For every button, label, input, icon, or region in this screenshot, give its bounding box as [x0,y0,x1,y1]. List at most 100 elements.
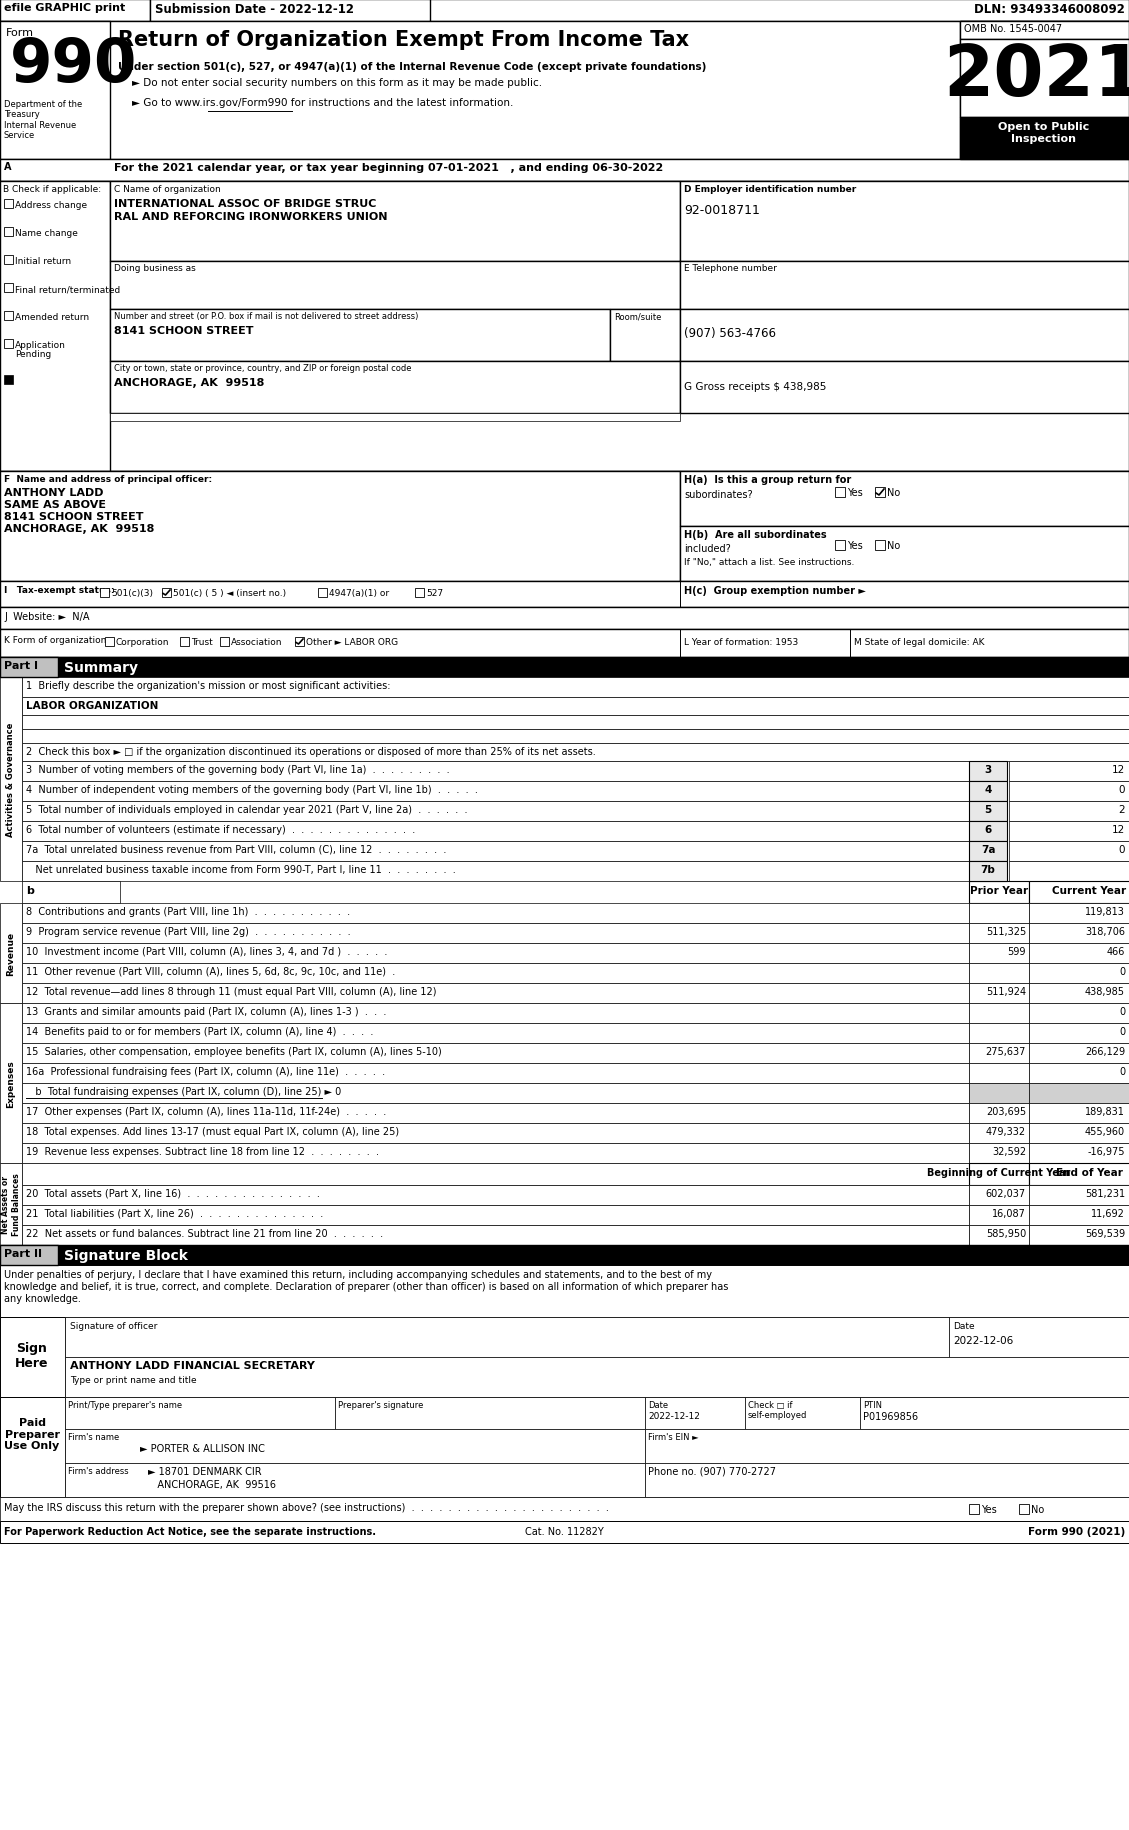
Bar [21,730,1129,743]
Text: H(c)  Group exemption number ►: H(c) Group exemption number ► [684,586,866,597]
Text: 20  Total assets (Part X, line 16)  .  .  .  .  .  .  .  .  .  .  .  .  .  .  .: 20 Total assets (Part X, line 16) . . . … [26,1188,320,1199]
Bar [969,1023,1029,1043]
Bar [1029,944,1129,963]
Text: 11,692: 11,692 [1091,1208,1124,1219]
Text: DLN: 93493346008092: DLN: 93493346008092 [974,4,1124,16]
Bar [65,1318,949,1358]
Bar [0,1265,1129,1318]
Bar [21,882,120,904]
Bar [0,472,680,582]
Bar [0,1246,1129,1265]
Bar [5,311,14,320]
Bar [835,540,844,551]
Text: If "No," attach a list. See instructions.: If "No," attach a list. See instructions… [684,558,855,567]
Bar [0,1246,58,1265]
Text: Activities & Governance: Activities & Governance [7,723,16,836]
Text: Check □ if: Check □ if [749,1400,793,1409]
Text: C Name of organization: C Name of organization [114,185,221,194]
Text: ► Go to www.irs.gov/Form990 for instructions and the latest information.: ► Go to www.irs.gov/Form990 for instruct… [132,99,514,108]
Text: Trust: Trust [191,637,212,646]
Bar [0,472,1129,582]
Bar [21,1083,969,1103]
Text: 4  Number of independent voting members of the governing body (Part VI, line 1b): 4 Number of independent voting members o… [26,785,478,794]
Bar [680,362,1129,414]
Text: 990: 990 [10,37,138,95]
Bar [745,1398,860,1429]
Text: ANCHORAGE, AK  99516: ANCHORAGE, AK 99516 [148,1479,275,1490]
Text: Phone no. (907) 770-2727: Phone no. (907) 770-2727 [648,1466,776,1477]
Bar [335,1398,645,1429]
Text: Paid
Preparer
Use Only: Paid Preparer Use Only [5,1416,60,1451]
Bar [110,414,680,421]
Text: ► Do not enter social security numbers on this form as it may be made public.: ► Do not enter social security numbers o… [132,79,542,88]
Bar [21,1023,969,1043]
Text: Signature Block: Signature Block [64,1248,187,1263]
Bar [969,822,1007,842]
Text: Department of the
Treasury
Internal Revenue
Service: Department of the Treasury Internal Reve… [5,101,82,141]
Bar [1029,963,1129,983]
Bar [1029,1083,1129,1103]
Text: Net Assets or
Fund Balances: Net Assets or Fund Balances [1,1173,20,1235]
Bar [0,1318,1129,1398]
Text: 14  Benefits paid to or for members (Part IX, column (A), line 4)  .  .  .  .: 14 Benefits paid to or for members (Part… [26,1027,374,1036]
Bar [680,472,1129,527]
Bar [1029,1103,1129,1124]
Bar [105,637,114,646]
Text: Application: Application [15,340,65,350]
Bar [21,924,969,944]
Bar [969,904,1029,924]
Text: Print/Type preparer's name: Print/Type preparer's name [68,1400,182,1409]
Text: J  Website: ►  N/A: J Website: ► N/A [5,611,89,622]
Text: PTIN: PTIN [863,1400,882,1409]
Text: Signature of officer: Signature of officer [70,1321,157,1330]
Text: 6: 6 [984,825,991,834]
Text: 0: 0 [1119,844,1124,855]
Bar [969,924,1029,944]
Bar [1029,1003,1129,1023]
Bar [21,1206,969,1226]
Text: 16,087: 16,087 [992,1208,1026,1219]
Text: ► 18701 DENMARK CIR: ► 18701 DENMARK CIR [148,1466,262,1477]
Text: 2: 2 [1119,805,1124,814]
Text: 2021: 2021 [944,42,1129,112]
Text: 0: 0 [1119,785,1124,794]
Text: For Paperwork Reduction Act Notice, see the separate instructions.: For Paperwork Reduction Act Notice, see … [5,1526,376,1535]
Bar [415,589,425,598]
Bar [21,1003,969,1023]
Text: Association: Association [231,637,282,646]
Text: Current Year: Current Year [1052,886,1126,895]
Bar [875,540,885,551]
Bar [110,309,610,362]
Bar [969,1103,1029,1124]
Text: Part II: Part II [5,1248,42,1259]
Text: 203,695: 203,695 [986,1107,1026,1116]
Bar [0,608,1129,630]
Bar [680,309,1129,362]
Bar [969,862,1007,882]
Text: Yes: Yes [847,489,863,498]
Bar [65,1464,645,1497]
Bar [969,761,1007,781]
Text: 32,592: 32,592 [992,1146,1026,1157]
Bar [969,1003,1029,1023]
Text: Type or print name and title: Type or print name and title [70,1376,196,1383]
Text: efile GRAPHIC print: efile GRAPHIC print [5,4,125,13]
Bar [680,262,1129,309]
Bar [969,1083,1029,1103]
Bar [21,781,969,802]
Text: 21  Total liabilities (Part X, line 26)  .  .  .  .  .  .  .  .  .  .  .  .  .  : 21 Total liabilities (Part X, line 26) .… [26,1208,323,1219]
Bar [1009,842,1129,862]
Text: 4: 4 [984,785,991,794]
Bar [21,761,969,781]
Text: Form 990 (2021): Form 990 (2021) [1027,1526,1124,1535]
Text: 17  Other expenses (Part IX, column (A), lines 11a-11d, 11f-24e)  .  .  .  .  .: 17 Other expenses (Part IX, column (A), … [26,1107,386,1116]
Text: subordinates?: subordinates? [684,490,753,500]
Text: L Year of formation: 1953: L Year of formation: 1953 [684,637,798,646]
Text: 11  Other revenue (Part VIII, column (A), lines 5, 6d, 8c, 9c, 10c, and 11e)  .: 11 Other revenue (Part VIII, column (A),… [26,966,395,977]
Text: 466: 466 [1106,946,1124,957]
Bar [960,22,1129,40]
Bar [100,589,110,598]
Text: self-employed: self-employed [749,1411,807,1420]
Text: 12: 12 [1112,825,1124,834]
Bar [0,657,58,677]
